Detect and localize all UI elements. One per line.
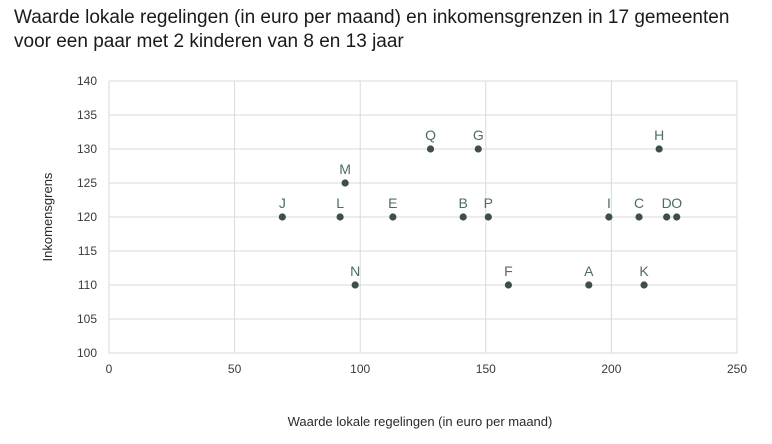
x-tick-label: 250: [727, 362, 747, 376]
x-tick-label: 100: [350, 362, 370, 376]
x-tick-label: 200: [601, 362, 621, 376]
data-point: [474, 145, 482, 153]
y-tick-label: 110: [78, 278, 97, 292]
data-point: [655, 145, 663, 153]
data-point-label: L: [336, 195, 344, 211]
y-tick-label: 140: [77, 74, 97, 88]
x-axis-ticks: 0 50 100 150 200 250: [106, 362, 748, 376]
y-axis-title: Inkomensgrens: [40, 172, 55, 261]
data-point-label: Q: [425, 127, 436, 143]
y-tick-label: 125: [77, 176, 97, 190]
data-point: [459, 213, 467, 221]
y-axis-ticks: 100 105 110 115 120 125 130 135 140: [77, 74, 97, 360]
data-point: [341, 179, 349, 187]
chart-title-line-2: voor een paar met 2 kinderen van 8 en 13…: [14, 31, 404, 52]
data-point-label: K: [639, 263, 649, 279]
data-point-label: E: [388, 195, 397, 211]
data-points: J L M N E Q B G P F A I C K H D O: [278, 127, 682, 289]
data-point: [605, 213, 613, 221]
data-point-label: M: [339, 161, 351, 177]
data-point: [278, 213, 286, 221]
y-tick-label: 130: [77, 142, 97, 156]
x-tick-label: 50: [228, 362, 242, 376]
data-point-label: D: [662, 195, 672, 211]
data-point-label: I: [607, 195, 611, 211]
x-tick-label: 150: [476, 362, 496, 376]
data-point: [585, 281, 593, 289]
y-tick-label: 115: [78, 244, 97, 258]
data-point-label: O: [671, 195, 682, 211]
data-point-label: H: [654, 127, 664, 143]
grid-lines: [108, 80, 738, 354]
data-point-label: P: [484, 195, 493, 211]
data-point: [426, 145, 435, 153]
data-point: [336, 213, 344, 221]
data-point: [673, 213, 681, 221]
data-point-label: C: [634, 195, 644, 211]
data-point: [640, 281, 648, 289]
data-point-label: A: [584, 263, 594, 279]
y-tick-label: 105: [77, 312, 97, 326]
data-point: [663, 213, 671, 221]
y-tick-label: 100: [77, 346, 97, 360]
data-point: [504, 281, 513, 289]
data-point-label: G: [473, 127, 484, 143]
data-point-label: B: [459, 195, 468, 211]
data-point: [351, 281, 359, 289]
data-point-label: J: [279, 195, 286, 211]
data-point-label: N: [350, 263, 360, 279]
y-tick-label: 120: [77, 210, 97, 224]
data-point-label: F: [504, 263, 513, 279]
y-tick-label: 135: [77, 108, 97, 122]
data-point: [484, 213, 492, 221]
data-point: [635, 213, 643, 221]
x-axis-title: Waarde lokale regelingen (in euro per ma…: [288, 414, 553, 429]
data-point: [389, 213, 397, 221]
chart-title: Waarde lokale regelingen (in euro per ma…: [14, 6, 770, 54]
x-tick-label: 0: [106, 362, 113, 376]
chart-title-line-1: Waarde lokale regelingen (in euro per ma…: [14, 7, 730, 28]
